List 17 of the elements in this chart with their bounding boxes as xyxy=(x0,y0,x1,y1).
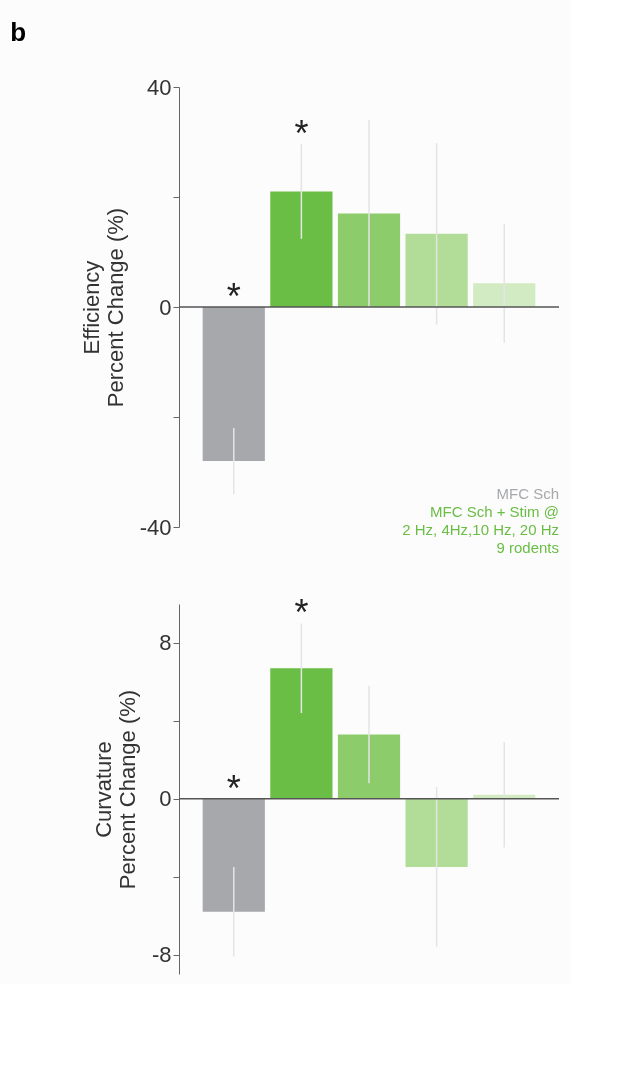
annotation: MFC Sch + Stim @ xyxy=(430,503,559,520)
y-tick-label: -40 xyxy=(139,514,172,540)
y-axis-title: Efficiency Percent Change (%) xyxy=(78,207,128,408)
y-tick-label: 0 xyxy=(159,294,172,320)
y-tick-label: 8 xyxy=(159,630,172,656)
y-tick-label: 0 xyxy=(159,786,172,812)
y-tick-label: -8 xyxy=(151,942,172,968)
y-axis-title: Curvature Percent Change (%) xyxy=(90,689,140,890)
annotation: 2 Hz, 4Hz,10 Hz, 20 Hz xyxy=(402,521,559,538)
data-label: * xyxy=(294,592,309,634)
chart-title: b xyxy=(10,17,27,47)
data-label: * xyxy=(294,113,309,155)
text: 9 rodents xyxy=(496,539,559,556)
data-label: * xyxy=(226,276,241,317)
y-tick-label: 40 xyxy=(147,74,172,100)
data-label: * xyxy=(226,767,241,809)
annotation: MFC Sch xyxy=(496,485,559,502)
